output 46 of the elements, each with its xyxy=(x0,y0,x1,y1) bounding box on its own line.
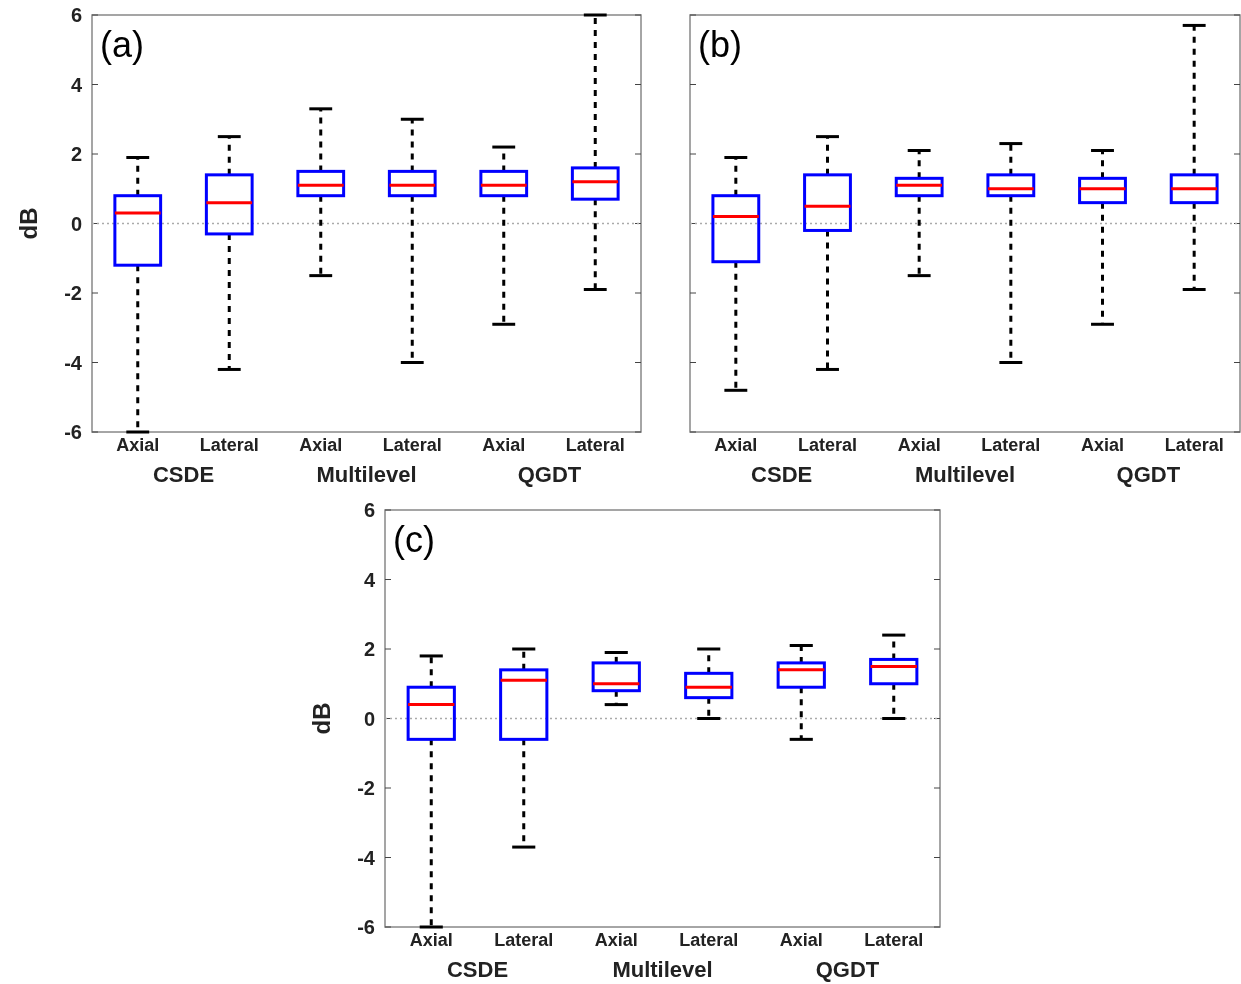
x-tick-label: Lateral xyxy=(864,930,924,950)
y-axis-title: dB xyxy=(308,702,335,735)
y-tick-label: -4 xyxy=(357,846,376,869)
x-tick-label: Lateral xyxy=(679,930,739,950)
text: CSDE xyxy=(751,462,813,487)
y-axis-title: dB xyxy=(15,207,42,240)
x-tick-label: Lateral xyxy=(981,435,1041,455)
text: CSDE xyxy=(446,957,509,982)
x-tick-label: Axial xyxy=(409,930,453,950)
chart-title: (b) xyxy=(698,24,742,65)
text: QGDT xyxy=(815,957,880,982)
y-tick-label: -4 xyxy=(64,351,83,374)
x-tick-label: Lateral xyxy=(1164,435,1224,455)
text: CSDE xyxy=(152,462,215,487)
y-tick-label: -2 xyxy=(357,777,375,799)
x-tick-label: Lateral xyxy=(797,435,858,455)
text: Multilevel xyxy=(612,957,713,982)
x-tick-label: Axial xyxy=(594,930,638,950)
y-tick-label: -6 xyxy=(357,916,375,938)
text: Multilevel xyxy=(316,462,417,487)
chart-title: (a) xyxy=(100,24,144,65)
x-tick-label: Axial xyxy=(299,435,343,455)
x-tick-label: Axial xyxy=(482,435,526,455)
x-tick-label: Axial xyxy=(714,435,758,455)
x-tick-label: Axial xyxy=(1080,435,1125,455)
text: Multilevel xyxy=(914,462,1016,487)
x-tick-label: Lateral xyxy=(494,930,554,950)
chart-title: (c) xyxy=(393,519,435,560)
x-tick-label: Axial xyxy=(116,435,160,455)
y-tick-label: 4 xyxy=(70,73,83,96)
y-tick-label: 0 xyxy=(363,707,375,730)
x-tick-label: Lateral xyxy=(382,435,442,455)
x-tick-label: Lateral xyxy=(199,435,259,455)
text: QGDT xyxy=(1116,462,1181,487)
y-tick-label: 6 xyxy=(70,4,82,26)
y-tick-label: 2 xyxy=(363,638,375,660)
y-tick-label: 2 xyxy=(70,143,82,165)
y-tick-label: 6 xyxy=(363,499,375,521)
y-tick-label: -6 xyxy=(64,421,82,443)
x-tick-label: Lateral xyxy=(565,435,625,455)
y-tick-label: 0 xyxy=(70,212,82,235)
text: QGDT xyxy=(517,462,582,487)
x-tick-label: Axial xyxy=(897,435,941,455)
y-tick-label: 4 xyxy=(363,568,376,591)
x-tick-label: Axial xyxy=(779,930,823,950)
y-tick-label: -2 xyxy=(64,282,82,304)
